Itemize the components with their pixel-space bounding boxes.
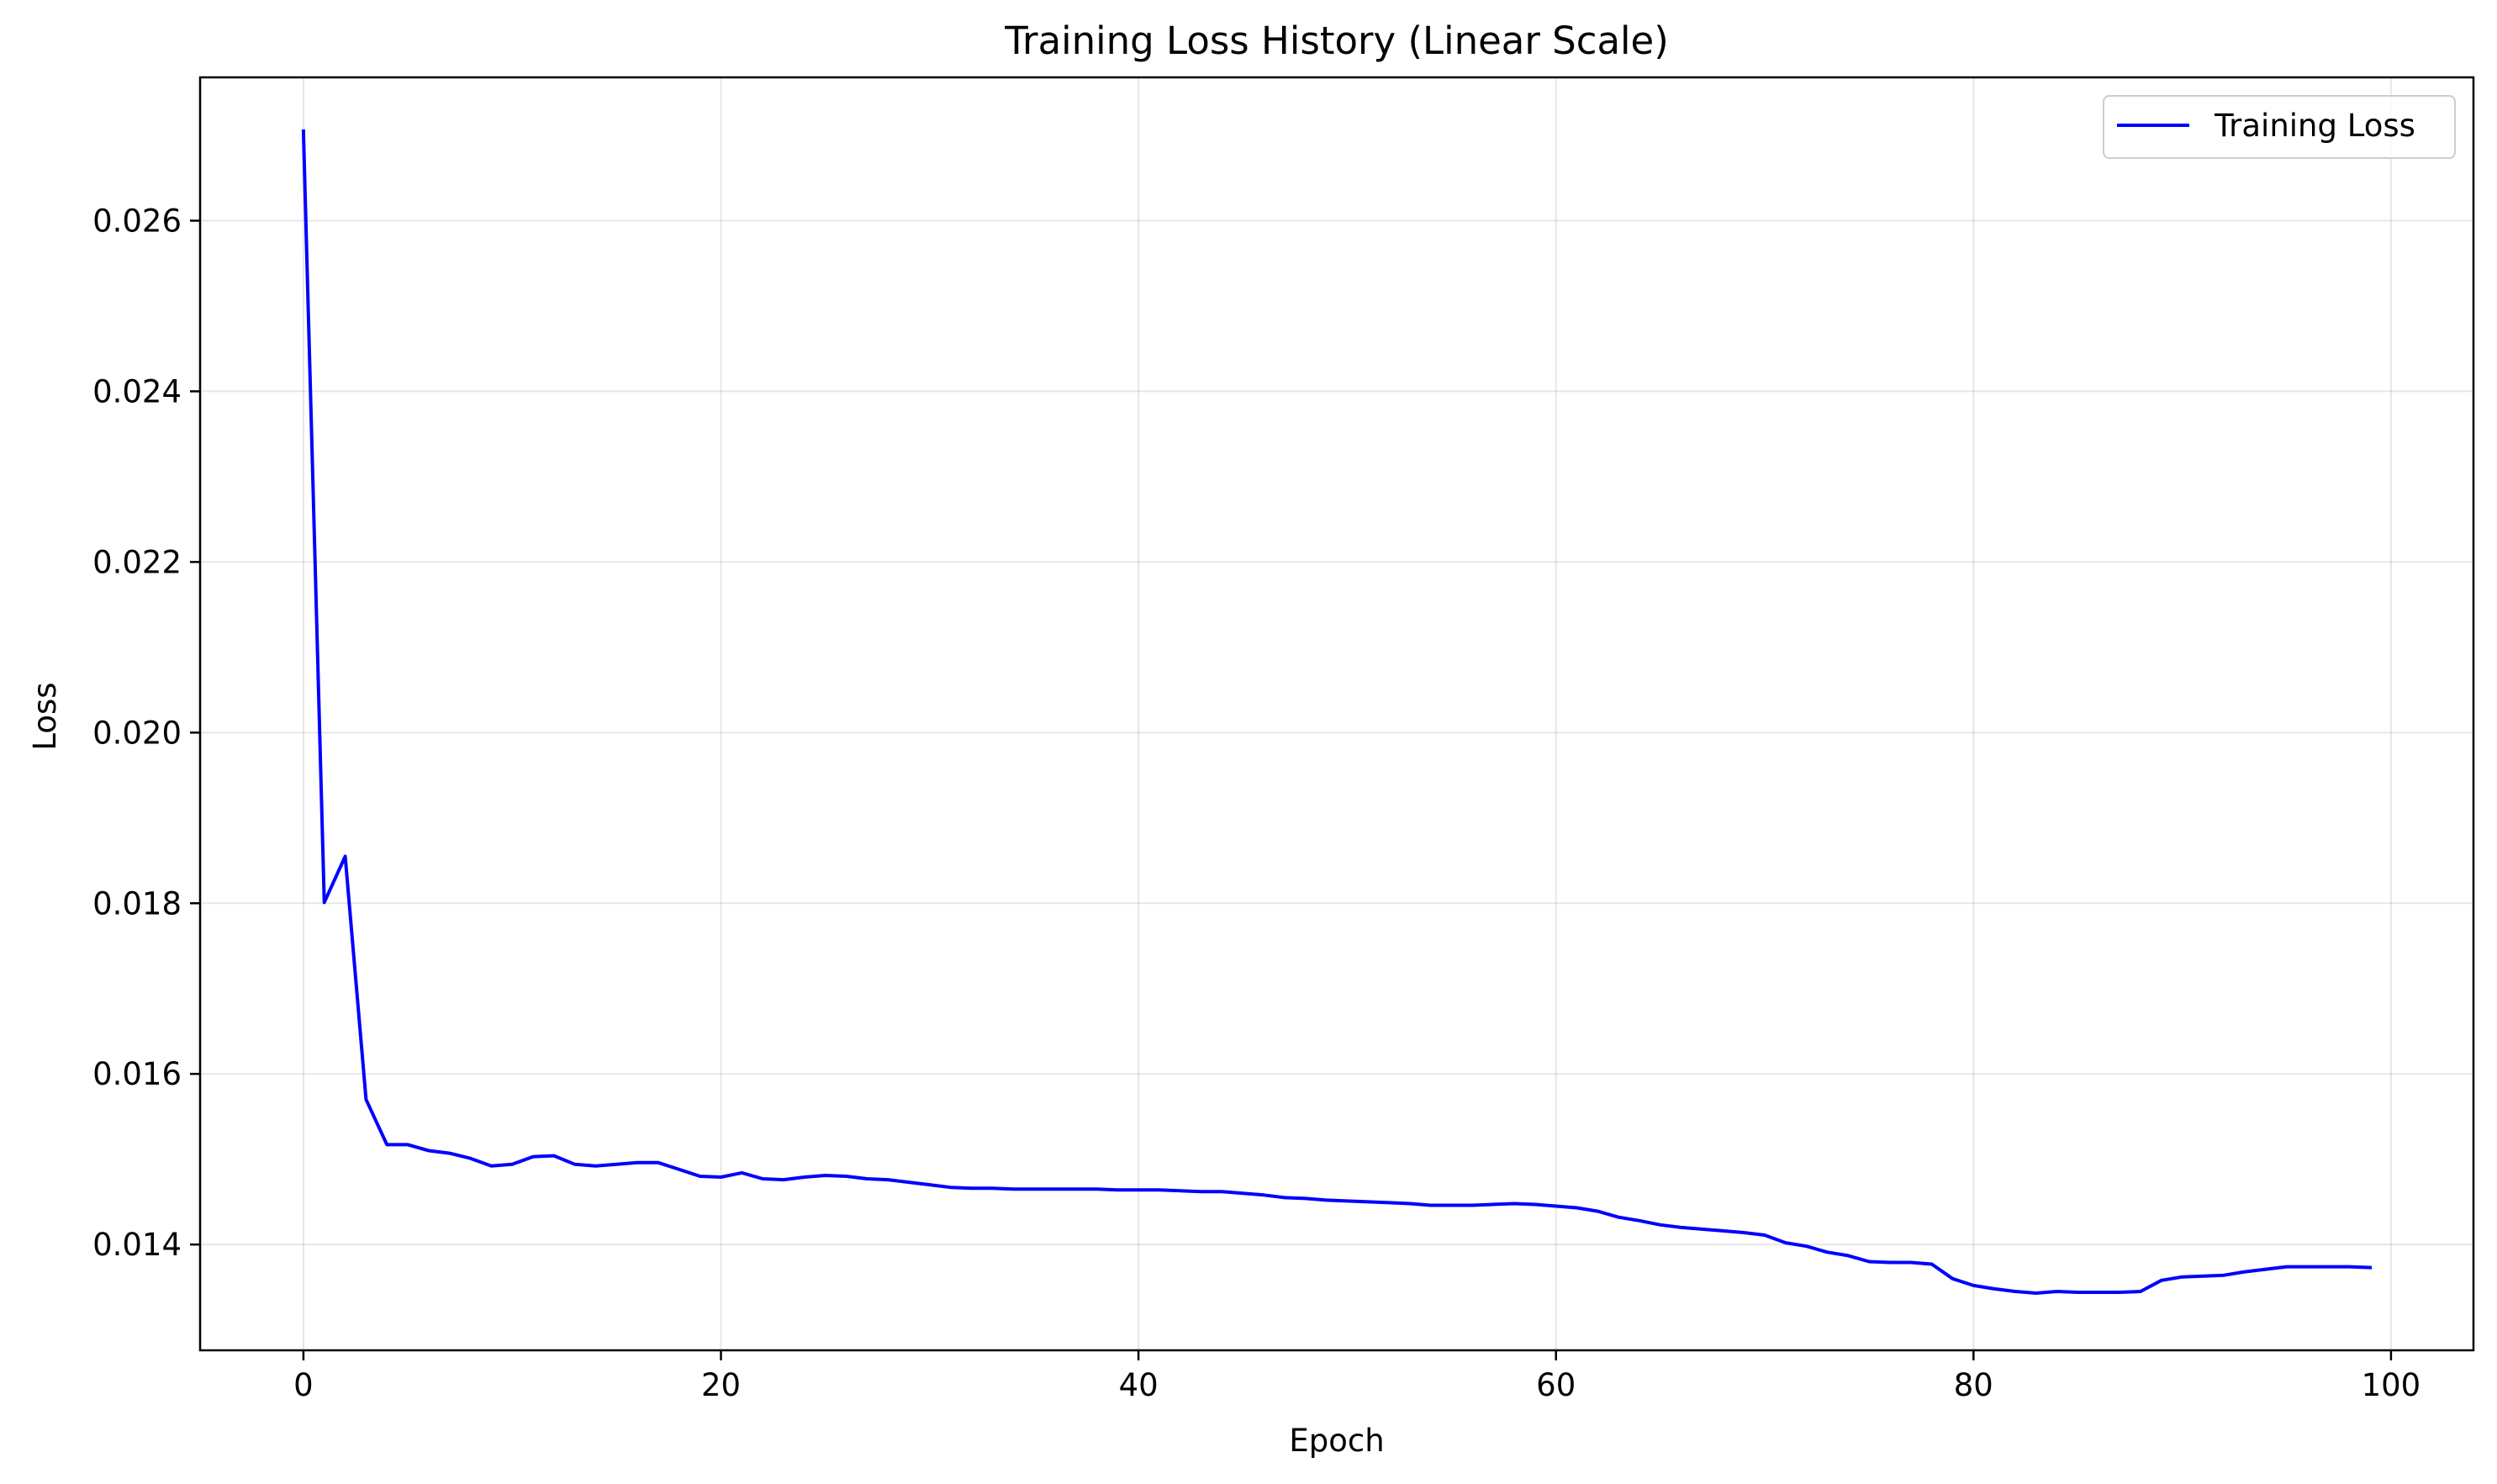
plot-area xyxy=(301,129,2373,1295)
y-tick-label: 0.024 xyxy=(92,373,182,409)
y-tick-label: 0.014 xyxy=(92,1227,182,1263)
x-axis-label: Epoch xyxy=(1289,1423,1384,1459)
y-tick-label: 0.026 xyxy=(92,203,182,239)
y-axis-label: Loss xyxy=(27,682,63,750)
x-axis: 0 20 40 60 80 100 xyxy=(293,1350,2420,1403)
x-tick-label: 20 xyxy=(701,1367,741,1403)
y-tick-label: 0.016 xyxy=(92,1056,182,1092)
y-axis: 0.014 0.016 0.018 0.020 0.022 0.024 0.026 xyxy=(92,203,200,1263)
series-line-training-loss xyxy=(301,129,2373,1295)
legend-box xyxy=(2103,95,2456,159)
legend-label-training-loss: Training Loss xyxy=(2214,108,2415,144)
x-tick-label: 60 xyxy=(1536,1367,1576,1403)
y-tick-label: 0.018 xyxy=(92,885,182,922)
y-tick-label: 0.022 xyxy=(92,544,182,580)
x-tick-label: 80 xyxy=(1954,1367,1993,1403)
legend: Training Loss xyxy=(2103,95,2456,159)
x-tick-label: 40 xyxy=(1119,1367,1159,1403)
x-tick-label: 100 xyxy=(2362,1367,2421,1403)
grid xyxy=(200,77,2473,1350)
chart-title: Training Loss History (Linear Scale) xyxy=(1004,18,1669,63)
y-tick-label: 0.020 xyxy=(92,715,182,751)
x-tick-label: 0 xyxy=(293,1367,314,1403)
plot-frame xyxy=(198,76,2475,1352)
